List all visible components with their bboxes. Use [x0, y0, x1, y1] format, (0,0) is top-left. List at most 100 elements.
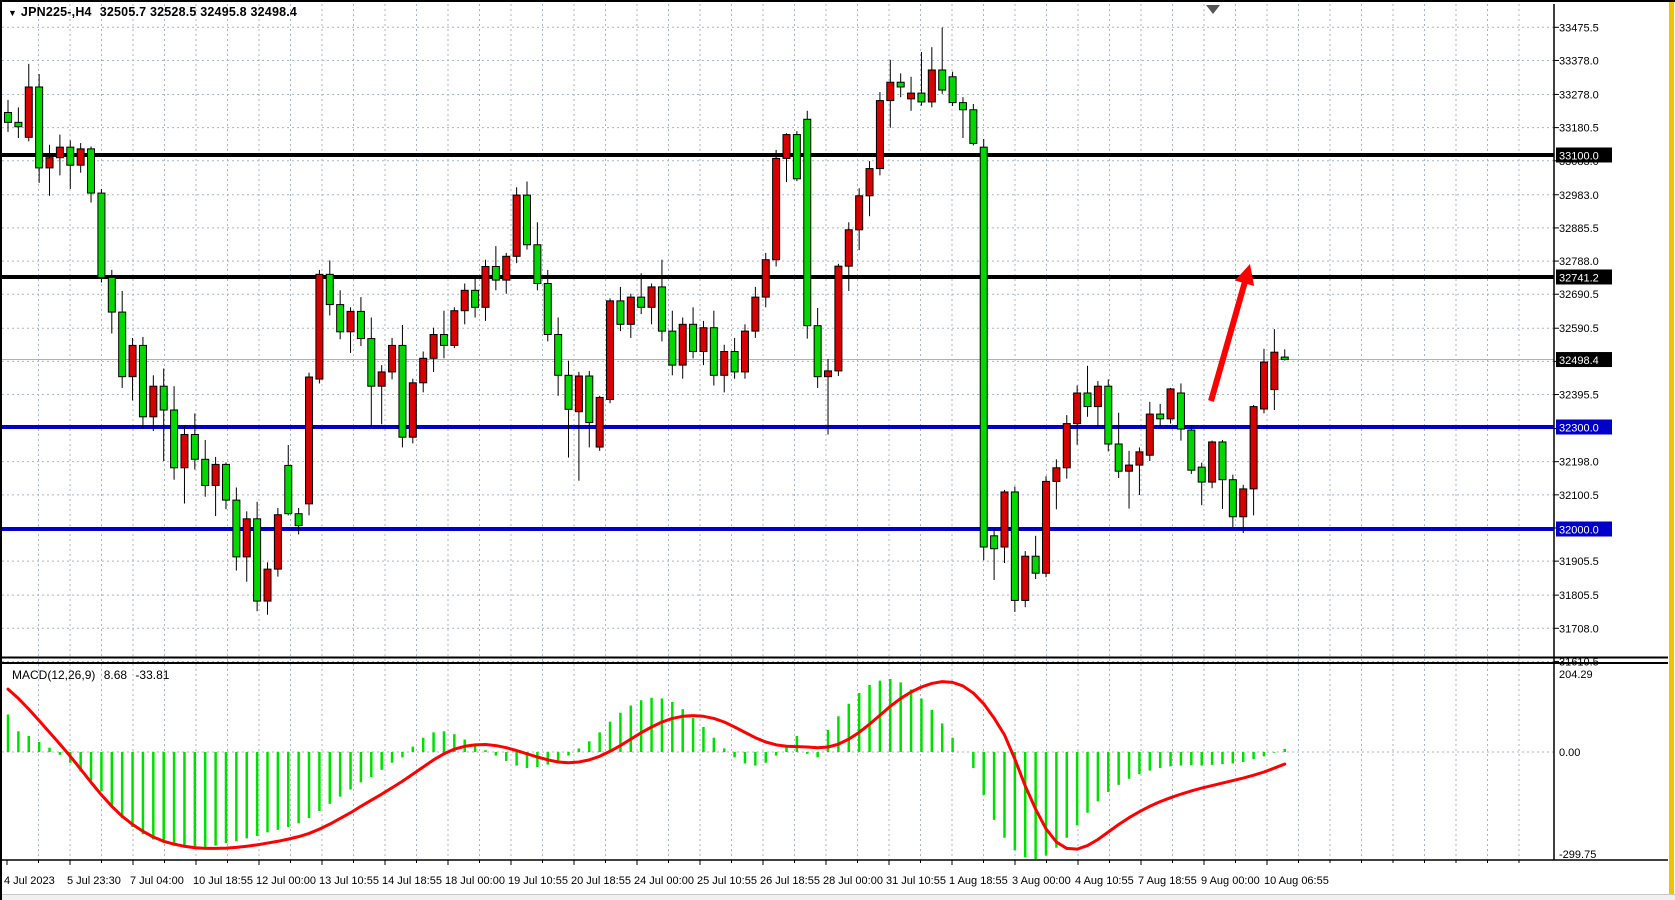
candle-down[interactable]	[1104, 385, 1113, 445]
candle-up[interactable]	[699, 327, 708, 353]
candle-up[interactable]	[149, 385, 158, 418]
candle-up[interactable]	[907, 92, 916, 100]
candle-down[interactable]	[253, 518, 262, 602]
candle-up[interactable]	[1062, 423, 1071, 469]
candle-up[interactable]	[1135, 451, 1144, 466]
candle-down[interactable]	[471, 289, 480, 308]
candle-down[interactable]	[709, 327, 718, 376]
candle-down[interactable]	[14, 121, 23, 128]
candle-up[interactable]	[595, 396, 604, 448]
candle-up[interactable]	[1259, 361, 1268, 410]
candle-down[interactable]	[66, 146, 75, 166]
candle-down[interactable]	[564, 374, 573, 410]
candle-up[interactable]	[180, 433, 189, 469]
candle-down[interactable]	[294, 513, 303, 527]
candle-down[interactable]	[803, 118, 812, 327]
candle-up[interactable]	[305, 376, 314, 505]
candle-up[interactable]	[782, 134, 791, 159]
candle-up[interactable]	[419, 357, 428, 384]
candle-up[interactable]	[865, 168, 874, 197]
candle-down[interactable]	[491, 266, 500, 281]
candle-up[interactable]	[24, 86, 33, 138]
candle-up[interactable]	[388, 344, 397, 373]
candle-down[interactable]	[523, 194, 531, 246]
candle-down[interactable]	[668, 330, 677, 366]
candle-up[interactable]	[512, 194, 521, 257]
candle-up[interactable]	[315, 273, 324, 380]
candle-up[interactable]	[855, 195, 864, 231]
candle-down[interactable]	[958, 102, 967, 111]
candle-up[interactable]	[1000, 491, 1009, 548]
candle-up[interactable]	[678, 323, 687, 366]
candle-down[interactable]	[616, 300, 625, 325]
candle-up[interactable]	[574, 375, 583, 413]
candle-down[interactable]	[138, 344, 147, 418]
candle-down[interactable]	[1197, 466, 1206, 483]
candle-down[interactable]	[938, 69, 947, 91]
candle-up[interactable]	[408, 382, 417, 438]
candle-down[interactable]	[1176, 392, 1185, 430]
candle-up[interactable]	[273, 514, 282, 570]
candle-up[interactable]	[740, 330, 749, 373]
candle-up[interactable]	[647, 286, 656, 308]
candle-up[interactable]	[886, 81, 895, 102]
candle-down[interactable]	[87, 148, 96, 194]
candle-up[interactable]	[377, 371, 386, 387]
candle-down[interactable]	[1156, 413, 1165, 420]
candle-up[interactable]	[1208, 441, 1217, 483]
candle-down[interactable]	[4, 111, 12, 123]
candle-up[interactable]	[751, 296, 760, 332]
candle-up[interactable]	[1166, 388, 1175, 420]
candle-down[interactable]	[730, 351, 739, 373]
candle-up[interactable]	[927, 69, 936, 103]
candle-down[interactable]	[1187, 429, 1196, 471]
candle-down[interactable]	[35, 86, 44, 169]
candle-down[interactable]	[284, 464, 293, 515]
candle-up[interactable]	[242, 518, 251, 558]
candle-down[interactable]	[1031, 555, 1040, 574]
candle-up[interactable]	[1270, 351, 1279, 391]
candle-up[interactable]	[481, 266, 490, 308]
candle-down[interactable]	[533, 244, 542, 285]
candle-down[interactable]	[221, 463, 230, 501]
trend-arrow[interactable]	[1208, 278, 1249, 402]
candle-up[interactable]	[1042, 480, 1050, 574]
candle-up[interactable]	[502, 255, 511, 281]
candle-down[interactable]	[1228, 479, 1237, 518]
candle-down[interactable]	[585, 375, 594, 424]
candle-up[interactable]	[1125, 464, 1134, 472]
candle-down[interactable]	[554, 334, 563, 376]
candle-up[interactable]	[834, 265, 843, 372]
candle-down[interactable]	[1114, 443, 1123, 472]
candle-down[interactable]	[170, 409, 179, 469]
candle-up[interactable]	[1073, 392, 1082, 425]
candle-up[interactable]	[76, 148, 85, 166]
candle-down[interactable]	[325, 273, 334, 306]
candle-up[interactable]	[761, 259, 770, 298]
candle-up[interactable]	[346, 310, 355, 333]
candle-up[interactable]	[429, 334, 438, 359]
candle-down[interactable]	[792, 134, 801, 180]
candle-down[interactable]	[356, 310, 365, 340]
candle-down[interactable]	[118, 311, 127, 378]
candle-down[interactable]	[1280, 356, 1289, 361]
symbol-dropdown-icon[interactable]: ▼	[8, 8, 17, 18]
candle-up[interactable]	[1145, 413, 1154, 456]
candle-up[interactable]	[45, 157, 54, 169]
candle-down[interactable]	[637, 296, 646, 308]
candle-down[interactable]	[896, 81, 905, 88]
candle-down[interactable]	[917, 92, 926, 103]
candle-up[interactable]	[1239, 488, 1248, 518]
candle-down[interactable]	[969, 109, 978, 144]
candle-up[interactable]	[1093, 385, 1102, 408]
candle-up[interactable]	[460, 289, 469, 312]
candle-down[interactable]	[367, 338, 376, 387]
candle-up[interactable]	[450, 310, 459, 346]
candle-up[interactable]	[1021, 555, 1030, 601]
candle-up[interactable]	[720, 351, 729, 376]
candle-up[interactable]	[606, 300, 615, 400]
candle-up[interactable]	[772, 157, 781, 261]
candle-up[interactable]	[263, 568, 272, 602]
candle-up[interactable]	[1249, 406, 1258, 490]
